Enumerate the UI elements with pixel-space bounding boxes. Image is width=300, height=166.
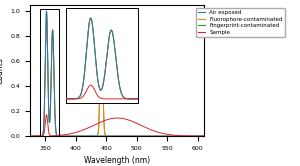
Y-axis label: Counts: Counts xyxy=(0,57,5,84)
Legend: Air exposed, Fluorophore-contaminated, Fingerprint-contaminated, Sample: Air exposed, Fluorophore-contaminated, F… xyxy=(196,8,285,37)
Bar xyxy=(40,9,59,136)
X-axis label: Wavelength (nm): Wavelength (nm) xyxy=(84,156,150,165)
